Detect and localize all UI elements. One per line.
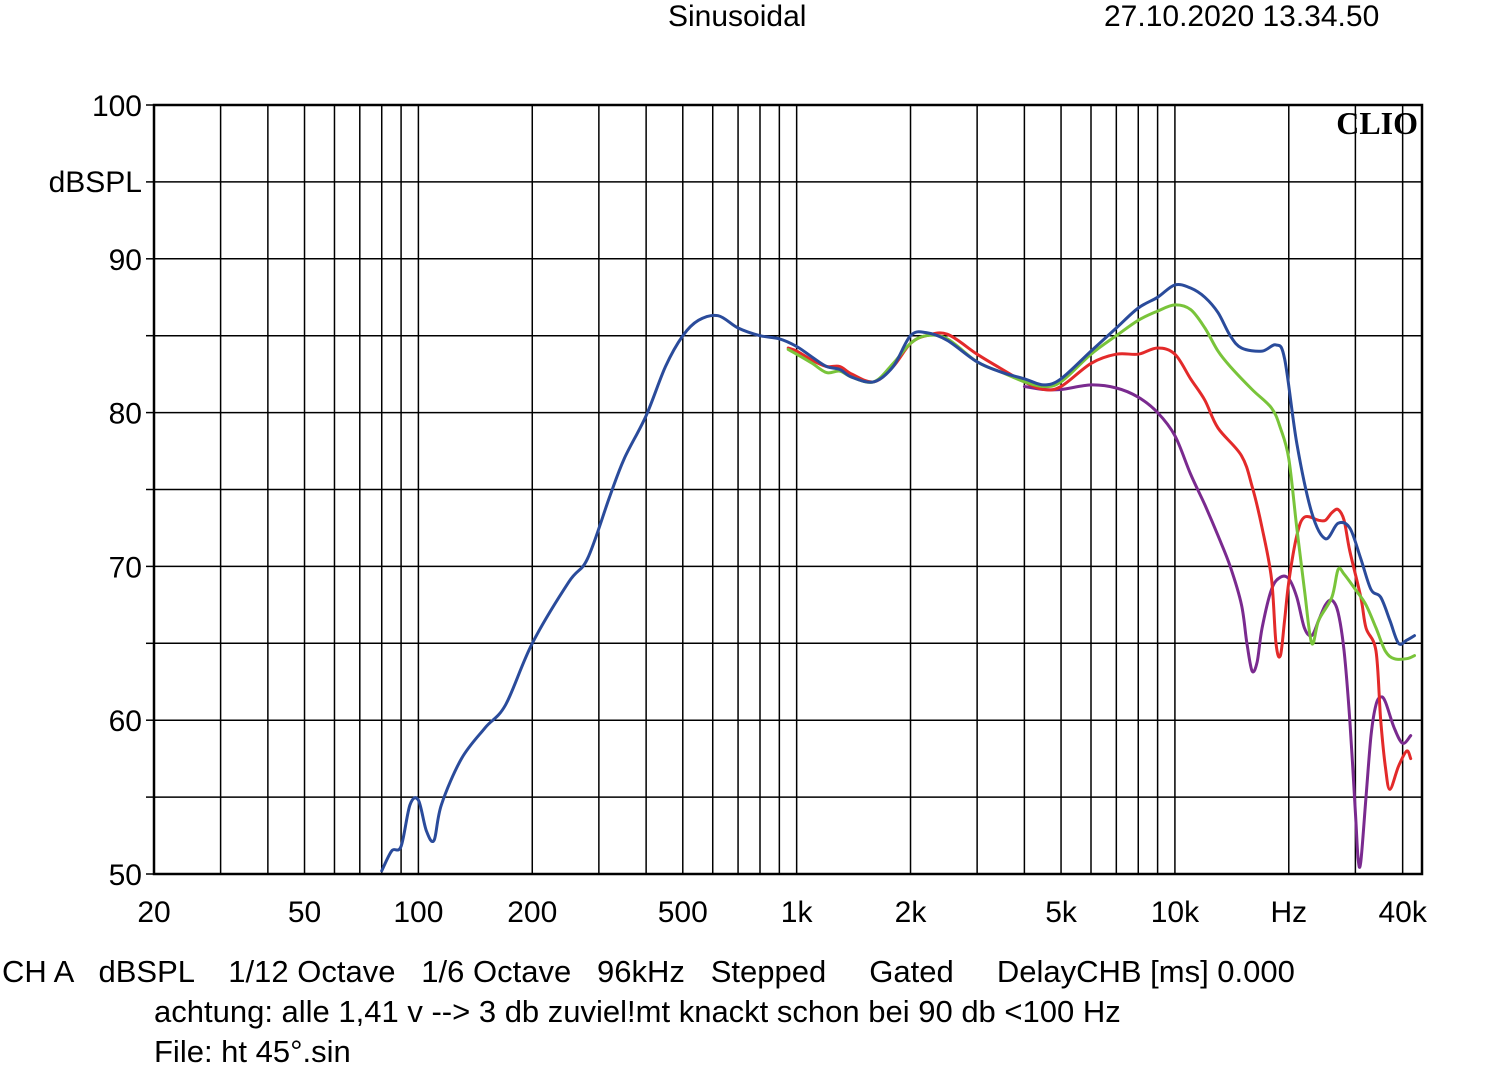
series-green-line — [786, 303, 1416, 661]
settings-line: CH A dBSPL 1/12 Octave 1/6 Octave 96kHz … — [2, 954, 1295, 989]
x-tick-label: 5k — [1045, 896, 1078, 929]
plot-frame — [152, 103, 1424, 876]
series-blue-line — [380, 282, 1416, 873]
series-group — [380, 282, 1416, 873]
comment-line: achtung: alle 1,41 v --> 3 db zuviel!mt … — [154, 994, 1121, 1029]
y-axis-label: dBSPL — [49, 166, 142, 199]
x-tick-labels: 20 50 100 200 500 1k 2k 5k 10k Hz 40k — [137, 896, 1428, 929]
series-purple-line — [1022, 383, 1413, 869]
x-tick-label: 40k — [1378, 896, 1427, 929]
y-tick-label: 100 — [92, 90, 142, 123]
frequency-response-chart: 100 90 80 70 60 50 20 50 100 200 500 1k 2k 5k 10k Hz 40… — [49, 90, 1428, 929]
x-tick-label: 2k — [895, 896, 928, 929]
y-tick-label: 50 — [109, 859, 142, 892]
x-tick-label: 20 — [137, 896, 170, 929]
x-tick-label: 500 — [658, 896, 708, 929]
file-line: File: ht 45°.sin — [154, 1034, 351, 1069]
y-tick-label: 90 — [109, 244, 142, 277]
x-tick-label: 1k — [781, 896, 814, 929]
y-tick-label: 80 — [109, 398, 142, 431]
y-tick-label: 70 — [109, 551, 142, 584]
grid — [146, 104, 1422, 875]
x-tick-label: 10k — [1151, 896, 1200, 929]
y-tick-labels: 100 90 80 70 60 50 — [92, 90, 142, 892]
measurement-mode: Sinusoidal — [668, 0, 807, 33]
x-tick-label: Hz — [1270, 896, 1307, 929]
x-tick-label: 100 — [393, 896, 443, 929]
measurement-datetime: 27.10.2020 13.34.50 — [1104, 0, 1380, 33]
clio-logo: CLIO — [1336, 105, 1418, 141]
y-tick-label: 60 — [109, 705, 142, 738]
x-tick-label: 200 — [507, 896, 557, 929]
x-tick-label: 50 — [288, 896, 321, 929]
